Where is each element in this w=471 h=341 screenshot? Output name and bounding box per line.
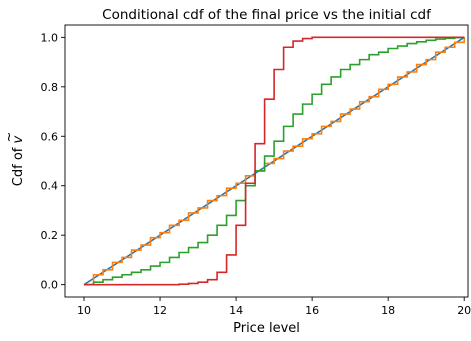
ticks-layer: 10 12 14 16 18 20 0.0 0.2 0.4 0.6 0.8 1.0 [41, 31, 471, 317]
y-tick-label: 0.8 [41, 81, 59, 94]
x-tick-label: 10 [77, 304, 91, 317]
y-tick-label: 0.2 [41, 229, 59, 242]
series-line-3 [84, 36, 465, 286]
plot-frame [64, 24, 469, 298]
y-axis-label-accent: ~ [2, 132, 17, 143]
y-tick-label: 0.0 [41, 279, 59, 292]
x-tick-label: 12 [153, 304, 167, 317]
y-tick-label: 1.0 [41, 31, 59, 44]
x-tick-label: 14 [229, 304, 243, 317]
y-tick-label: 0.4 [41, 180, 59, 193]
series-line-4 [84, 36, 465, 286]
x-tick-label: 18 [381, 304, 395, 317]
series-layer [83, 36, 465, 286]
chart-title: Conditional cdf of the final price vs th… [102, 7, 432, 23]
y-axis-label: Cdf of v [11, 136, 26, 187]
x-tick-label: 20 [457, 304, 471, 317]
x-tick-label: 16 [305, 304, 319, 317]
x-axis-label: Price level [233, 321, 300, 336]
y-axis-label-prefix: Cdf of [11, 144, 26, 187]
series-line-2 [84, 37, 465, 286]
y-tick-label: 0.6 [41, 130, 59, 143]
y-axis-label-var: v [11, 136, 26, 144]
